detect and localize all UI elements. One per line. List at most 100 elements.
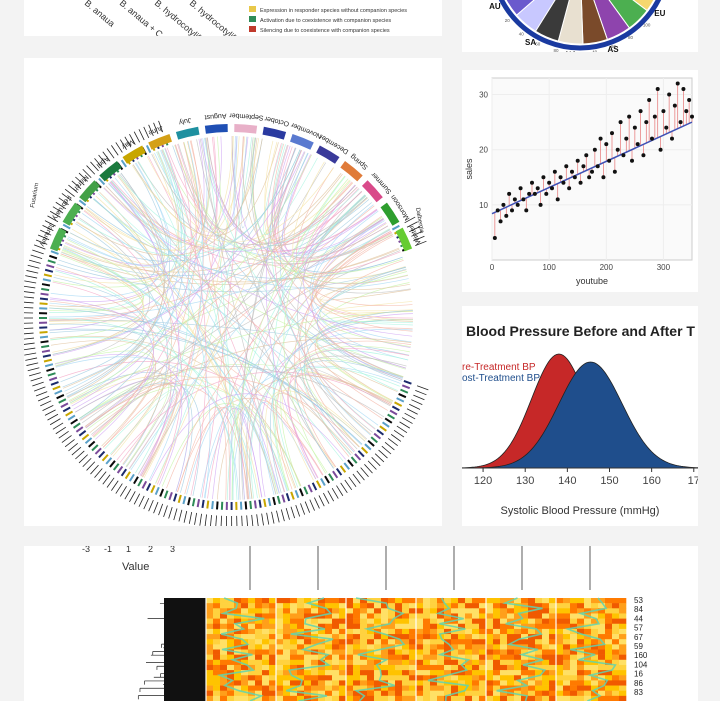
heatmap-cell: [437, 598, 445, 604]
chord-link: [177, 406, 227, 500]
heatmap-cell: [227, 613, 235, 619]
heatmap-cell: [549, 603, 557, 609]
heatmap-cell: [276, 659, 284, 666]
heatmap-cell: [318, 623, 326, 630]
chord-outer-label-mark: [61, 193, 72, 201]
heatmap-cell: [416, 659, 424, 666]
heatmap-cell: [479, 695, 487, 701]
heatmap-cell: [402, 675, 410, 681]
heatmap-cell: [570, 603, 578, 609]
heatmap-cell: [577, 613, 585, 619]
heatmap-cell: [416, 695, 424, 701]
heatmap-cell: [514, 634, 522, 640]
heatmap-cell: [220, 664, 228, 671]
heatmap-cell: [206, 623, 214, 630]
heatmap-cell: [479, 675, 487, 681]
density-curve: [462, 361, 698, 469]
heatmap-cell: [493, 664, 501, 671]
heatmap-cell: [255, 649, 263, 655]
data-point: [590, 169, 594, 174]
legend-tick-label: 1: [126, 546, 131, 554]
chord-outer-label-mark: [246, 515, 248, 526]
heatmap-cell: [409, 618, 417, 625]
heatmap-cell: [479, 654, 487, 661]
chord-link: [49, 323, 363, 445]
chord-outer-label-mark: [33, 386, 46, 392]
heatmap-cell: [402, 654, 410, 661]
heatmap-cell: [381, 608, 389, 614]
heatmap-cell: [598, 603, 606, 609]
heatmap-cell: [465, 654, 473, 661]
chord-outer-label-mark: [94, 158, 103, 168]
heatmap-cell: [269, 695, 277, 701]
heatmap-cell: [304, 598, 312, 604]
heatmap-cell: [409, 670, 417, 676]
data-point: [532, 191, 537, 196]
chord-outer-label-mark: [29, 259, 41, 264]
heatmap-cell: [297, 654, 305, 661]
heatmap-cell: [360, 613, 368, 619]
heatmap-cell: [269, 670, 277, 676]
heatmap-cell: [535, 634, 543, 640]
heatmap-cell: [360, 628, 368, 635]
heatmap-cell: [395, 659, 403, 666]
chord-sector-tick: [120, 159, 128, 168]
chord-sector-tick: [258, 499, 262, 508]
heatmap-cell: [353, 603, 361, 609]
heatmap-cell: [367, 618, 375, 625]
data-point: [564, 164, 569, 169]
heatmap-cell: [577, 685, 585, 691]
chord-sector-tick: [133, 476, 139, 485]
legend-label: re-Treatment BP: [462, 362, 536, 373]
heatmap-cell: [206, 695, 214, 701]
heatmap-cell: [507, 644, 515, 650]
chord-link: [63, 186, 358, 273]
chord-link: [85, 208, 277, 495]
heatmap-cell: [409, 623, 417, 630]
data-point: [527, 191, 532, 196]
heatmap-cell: [605, 685, 613, 691]
chord-link: [50, 254, 144, 341]
chord-outer-label-mark: [415, 390, 427, 396]
chord-outer-label-mark: [52, 206, 64, 214]
heatmap-cell: [605, 644, 613, 650]
heatmap-cell: [332, 634, 340, 640]
heatmap-cell: [514, 690, 522, 697]
heatmap-cell: [220, 695, 228, 701]
heatmap-cell: [437, 649, 445, 655]
chord-link: [304, 319, 413, 453]
chord-outer-label-mark: [49, 210, 61, 218]
heatmap-cell: [388, 690, 396, 697]
chord-outer-label-mark: [58, 197, 69, 206]
heatmap-cell: [318, 634, 326, 640]
heatmap-cell: [311, 639, 319, 645]
heatmap-cell: [563, 618, 571, 625]
heatmap-cell: [304, 654, 312, 661]
heatmap-cell: [409, 695, 417, 701]
chord-outer-label-mark: [32, 381, 44, 387]
heatmap-cell: [570, 685, 578, 691]
chord-link: [206, 137, 368, 246]
heatmap-cell: [388, 670, 396, 676]
heatmap-cell: [297, 608, 305, 614]
heatmap-cell: [458, 690, 466, 697]
heatmap-cell: [227, 680, 235, 686]
heatmap-cell: [423, 670, 431, 676]
heatmap-cell: [248, 613, 256, 619]
row-label: 160: [634, 651, 648, 660]
heatmap-cell: [325, 618, 333, 625]
heatmap-cell: [451, 644, 459, 650]
heatmap-cell: [353, 618, 361, 625]
heatmap-cell: [493, 623, 501, 630]
chord-link: [119, 391, 179, 469]
chord-sector-tick: [244, 501, 248, 510]
heatmap-cell: [556, 680, 564, 686]
chord-link: [93, 198, 251, 500]
chord-link: [49, 319, 410, 356]
heatmap-cell: [388, 623, 396, 630]
heatmap-cell: [206, 685, 214, 691]
chord-sector-tick: [41, 287, 50, 292]
heatmap-cell: [486, 685, 494, 691]
chord-link: [108, 183, 358, 252]
heatmap-cell: [556, 628, 564, 635]
